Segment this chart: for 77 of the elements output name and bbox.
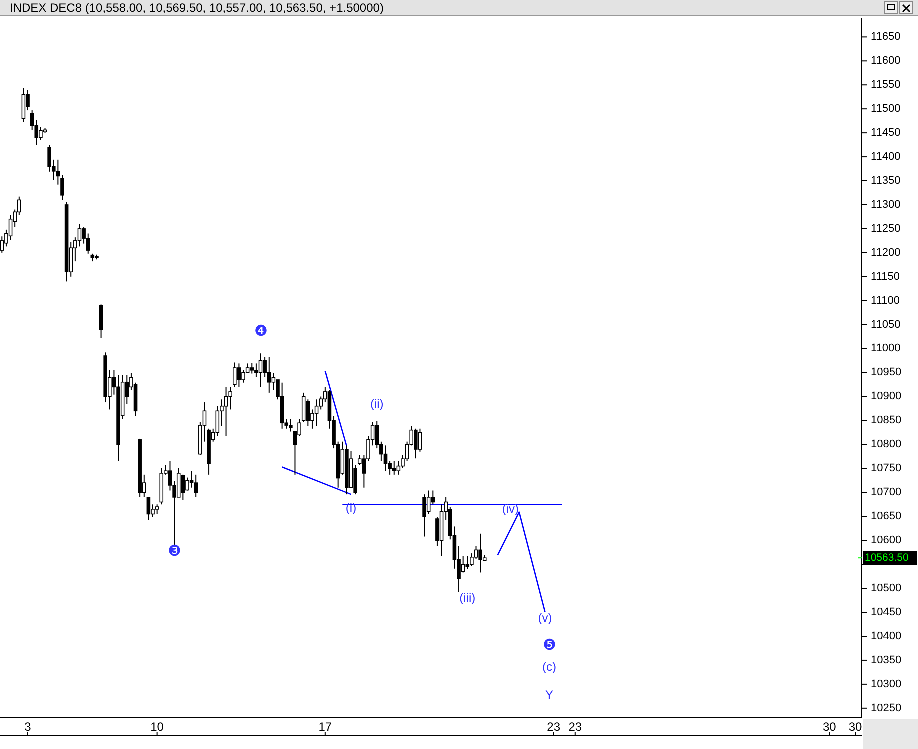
candlestick <box>384 445 388 472</box>
annotation: (v) <box>538 611 552 626</box>
candlestick <box>232 362 237 388</box>
candlestick <box>250 362 254 374</box>
annotation: ❹ <box>254 322 268 340</box>
y-tick-label: 11100 <box>871 294 900 307</box>
annotation: ❺ <box>543 636 556 654</box>
candlestick <box>176 468 181 498</box>
candlestick <box>422 494 426 538</box>
candlestick <box>302 392 306 423</box>
candlestick <box>258 353 263 388</box>
y-tick-label: 10250 <box>871 702 902 714</box>
y-tick-label: 11200 <box>871 246 901 259</box>
x-tick-label: 3 <box>24 720 32 734</box>
annotation: (i) <box>346 501 357 516</box>
candlestick <box>146 496 151 520</box>
annotation: (iii) <box>460 591 476 606</box>
candlestick <box>181 474 186 501</box>
y-tick-label: 10650 <box>871 510 902 523</box>
y-tick-label: 11650 <box>871 31 901 44</box>
candlestick <box>216 406 220 437</box>
y-tick-label: 10700 <box>871 486 902 499</box>
x-tick-label: 10 <box>150 720 164 734</box>
annotation: ❸ <box>168 542 182 560</box>
annotation: Y <box>546 688 554 702</box>
y-tick-label: 10300 <box>871 678 902 690</box>
y-tick-label: 11550 <box>871 79 901 92</box>
y-tick-label: 11250 <box>871 222 901 235</box>
candlestick <box>314 399 319 427</box>
x-tick-label: 23 <box>547 720 561 734</box>
x-tick-label: 23 <box>568 720 582 734</box>
y-tick-label: 11450 <box>871 126 901 139</box>
candlestick <box>78 224 82 248</box>
candlestick <box>306 399 310 427</box>
candlestick <box>267 356 272 394</box>
ref-line-label: 10563.50 <box>865 552 909 564</box>
annotation: (ii) <box>370 397 384 412</box>
candlestick <box>418 428 422 452</box>
y-tick-label: 10450 <box>871 606 902 618</box>
annotation: (iv) <box>502 502 520 516</box>
chart-title: INDEX DEC8 (10,558.00, 10,569.50, 10,557.00, 10,563.50, +1.50000) <box>10 1 384 15</box>
y-tick-label: 10750 <box>871 462 902 475</box>
y-tick-label: 11000 <box>871 342 901 355</box>
candlestick <box>466 556 470 570</box>
x-tick-label: 17 <box>318 720 332 734</box>
y-tick-label: 10500 <box>871 582 902 594</box>
candlestick <box>242 370 246 384</box>
candlestick <box>396 460 401 476</box>
y-tick-label: 11600 <box>871 55 901 68</box>
x-tick-label: 30 <box>822 720 837 734</box>
candlestick <box>99 304 104 339</box>
candlestick <box>392 460 396 476</box>
x-tick-label: 30 <box>848 720 863 734</box>
y-tick-label: 10350 <box>871 654 902 666</box>
y-tick-label: 10850 <box>871 414 902 427</box>
candlestick <box>194 474 198 498</box>
y-tick-label: 10900 <box>871 390 902 403</box>
candlestick <box>186 477 190 492</box>
y-tick-label: 11400 <box>871 150 901 163</box>
y-tick-label: 11350 <box>871 174 901 187</box>
candlestick <box>224 386 228 437</box>
candlestick <box>237 363 242 388</box>
y-tick-label: 10600 <box>871 534 902 547</box>
candlestick <box>155 504 160 515</box>
y-tick-label: 11050 <box>871 318 901 331</box>
y-tick-label: 10800 <box>871 438 902 451</box>
y-tick-label: 11500 <box>871 103 901 115</box>
candlestick <box>8 214 13 240</box>
y-tick-label: 10400 <box>871 630 902 642</box>
candlestick <box>22 88 26 123</box>
y-tick-label: 11300 <box>871 198 901 211</box>
candlestick <box>426 490 431 515</box>
annotation: (c) <box>542 660 557 674</box>
y-tick-label: 11150 <box>871 270 900 283</box>
candlestick <box>60 174 64 201</box>
y-tick-label: 10950 <box>871 366 902 379</box>
candlestick <box>56 159 60 186</box>
